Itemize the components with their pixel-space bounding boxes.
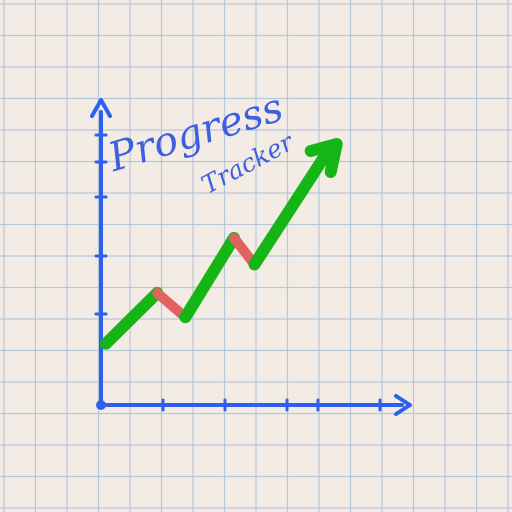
trend-segment-rise (179, 232, 240, 324)
axis-origin-dot (96, 400, 106, 410)
trend-segment-dip (152, 288, 191, 323)
trend-arrowhead (304, 138, 343, 178)
chart-axes (90, 98, 412, 416)
trend-segment-rise (248, 144, 335, 271)
trend-line (100, 138, 343, 350)
chart-title: Progress Tracker (102, 85, 300, 200)
trend-segment-rise (100, 287, 164, 350)
x-axis-arrowhead (394, 394, 412, 416)
y-axis-arrowhead (90, 98, 112, 118)
